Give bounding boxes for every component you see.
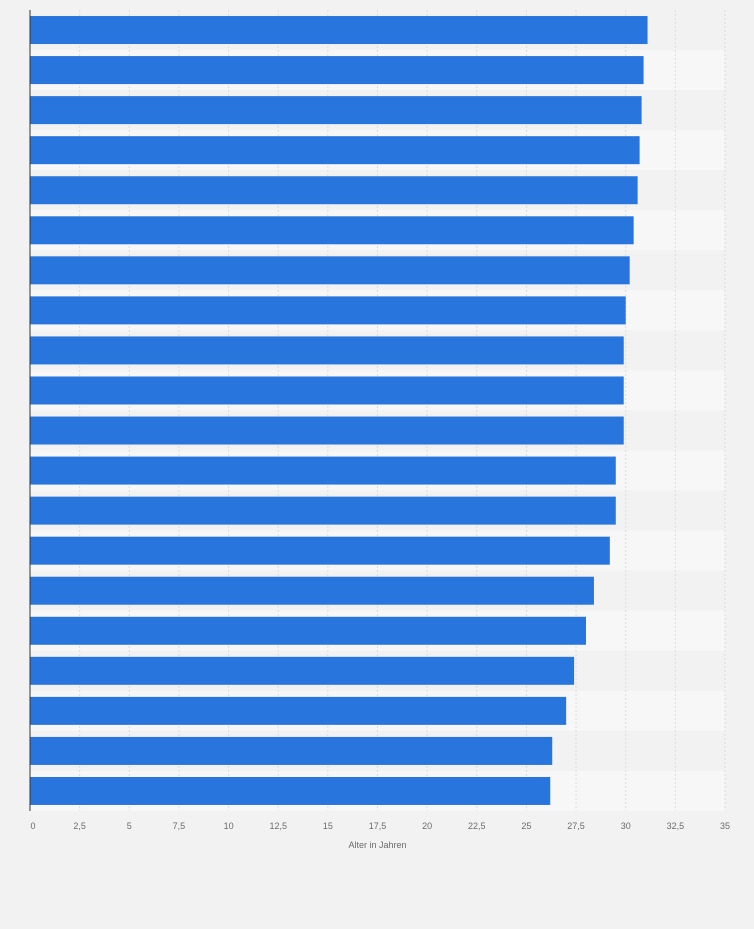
- bars: [30, 16, 648, 805]
- x-tick-label: 25: [521, 821, 531, 831]
- bar[interactable]: [30, 616, 587, 645]
- x-tick-label: 22,5: [468, 821, 486, 831]
- x-tick-label: 20: [422, 821, 432, 831]
- x-tick-label: 17,5: [369, 821, 387, 831]
- x-tick-label: 0: [30, 821, 35, 831]
- bar[interactable]: [30, 56, 644, 85]
- bar[interactable]: [30, 576, 594, 605]
- x-axis-title: Alter in Jahren: [348, 840, 406, 850]
- bar[interactable]: [30, 176, 638, 205]
- x-tick-label: 15: [323, 821, 333, 831]
- bar[interactable]: [30, 776, 551, 805]
- x-tick-label: 5: [127, 821, 132, 831]
- bar[interactable]: [30, 536, 610, 565]
- bar[interactable]: [30, 16, 648, 45]
- x-tick-label: 12,5: [269, 821, 287, 831]
- bar[interactable]: [30, 376, 624, 405]
- bar[interactable]: [30, 96, 642, 125]
- x-tick-label: 32,5: [667, 821, 685, 831]
- bar[interactable]: [30, 416, 624, 445]
- bar[interactable]: [30, 336, 624, 365]
- x-tick-label: 10: [224, 821, 234, 831]
- bar[interactable]: [30, 696, 567, 725]
- bar[interactable]: [30, 496, 616, 525]
- chart-footer-area: [0, 860, 754, 929]
- bar[interactable]: [30, 296, 626, 325]
- bar[interactable]: [30, 656, 575, 685]
- bar[interactable]: [30, 216, 634, 245]
- bar[interactable]: [30, 256, 630, 285]
- x-tick-label: 27,5: [567, 821, 585, 831]
- bar[interactable]: [30, 136, 640, 165]
- x-tick-label: 2,5: [73, 821, 86, 831]
- x-tick-label: 7,5: [173, 821, 186, 831]
- x-tick-label: 35: [720, 821, 730, 831]
- bar[interactable]: [30, 736, 553, 765]
- x-tick-label: 30: [621, 821, 631, 831]
- x-axis-ticks: 0 2,5 5 7,5 10 12,5 15 17,5 20 22,5 25 27,5 30 32,5 35: [30, 821, 730, 831]
- bar[interactable]: [30, 456, 616, 485]
